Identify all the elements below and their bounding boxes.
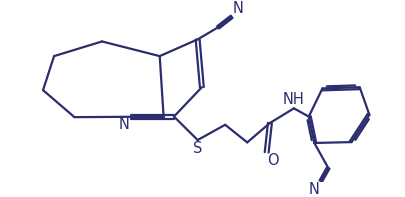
Text: S: S [193, 141, 202, 156]
Text: NH: NH [283, 92, 305, 108]
Text: N: N [232, 1, 243, 16]
Text: N: N [309, 182, 320, 197]
Text: O: O [268, 153, 279, 168]
Text: N: N [119, 117, 130, 132]
